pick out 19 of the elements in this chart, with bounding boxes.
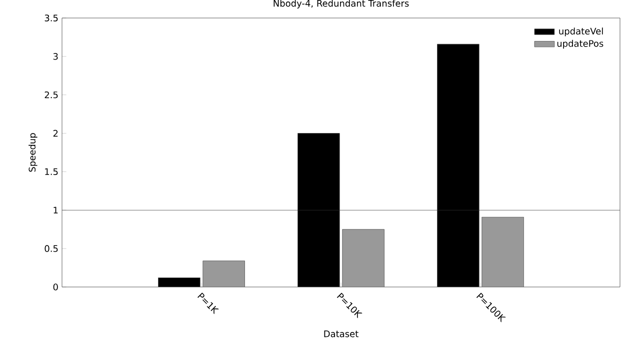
bar <box>482 216 524 287</box>
bar <box>158 278 200 287</box>
y-tick-label: 1 <box>54 206 58 214</box>
y-axis-title: Speedup <box>28 133 38 172</box>
x-axis-title: Dataset <box>324 330 358 338</box>
legend-label: updateVel <box>559 28 603 36</box>
bar <box>202 260 245 287</box>
bar <box>298 133 340 287</box>
y-tick-label: 2.5 <box>44 91 58 98</box>
y-tick-label: 0 <box>53 284 58 290</box>
bar <box>342 229 384 287</box>
y-tick-label: 1.5 <box>45 168 58 176</box>
legend-label: updatePos <box>557 40 604 49</box>
y-tick-label: 3 <box>53 53 58 60</box>
chart-title: Nbody-4, Redundant Transfers <box>274 0 409 8</box>
y-tick-label: 2 <box>53 130 58 137</box>
y-tick-label: 3.5 <box>44 14 58 22</box>
bar <box>437 44 480 287</box>
y-tick-label: 0.5 <box>44 245 58 252</box>
